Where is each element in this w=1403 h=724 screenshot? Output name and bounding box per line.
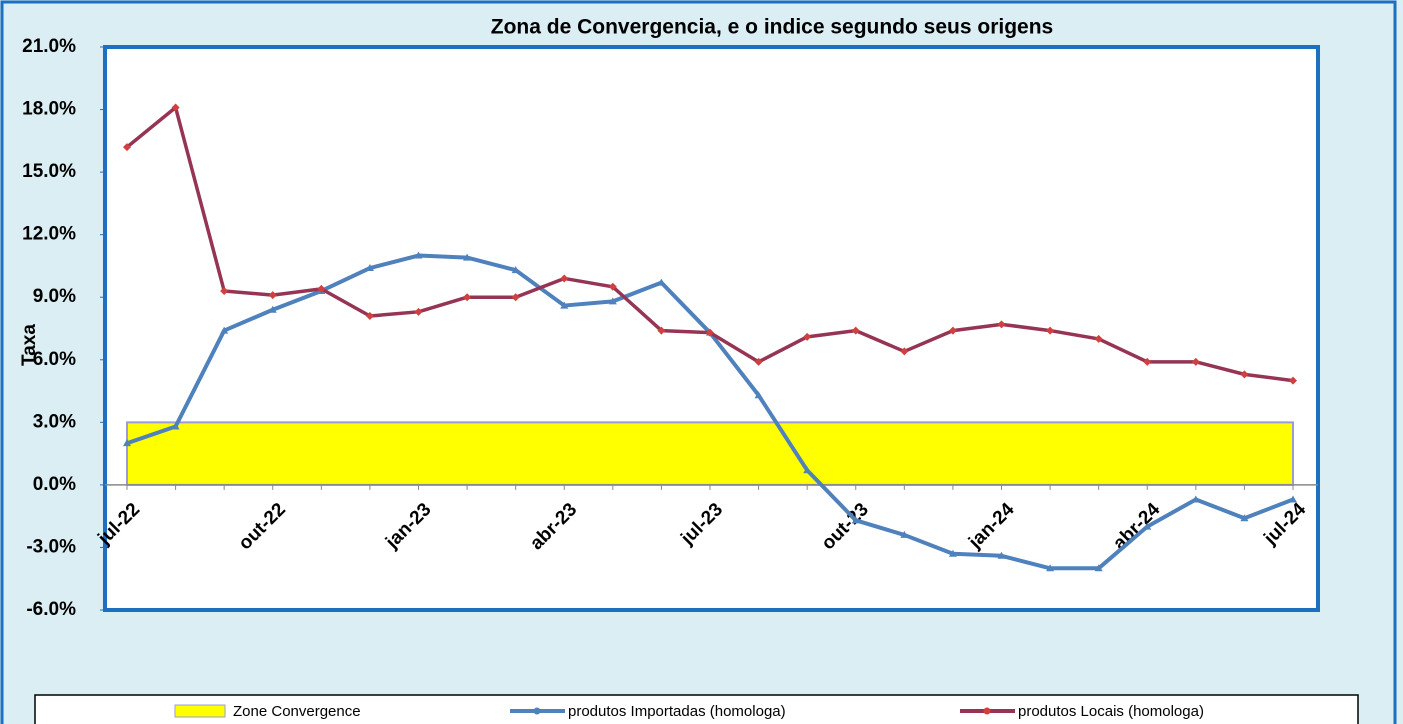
marker — [1240, 514, 1249, 522]
marker — [123, 143, 131, 152]
y-tick-label: 12.0% — [22, 224, 76, 245]
marker — [948, 326, 957, 335]
y-tick-label: 3.0% — [33, 411, 76, 432]
y-axis-label: Taxa — [19, 324, 40, 366]
marker — [463, 253, 472, 261]
y-tick-label: -3.0% — [26, 536, 76, 557]
marker — [1240, 370, 1249, 379]
marker — [900, 530, 909, 538]
marker — [1143, 522, 1152, 530]
legend-label: produtos Importadas (homologa) — [568, 703, 786, 720]
marker — [1191, 357, 1200, 366]
marker — [511, 293, 520, 302]
marker — [123, 439, 131, 447]
marker — [1289, 376, 1297, 385]
marker — [754, 391, 763, 399]
marker — [1094, 334, 1103, 343]
marker — [1143, 357, 1152, 366]
marker — [997, 551, 1006, 559]
y-tick-label: 15.0% — [22, 161, 76, 182]
marker — [560, 301, 569, 309]
y-tick-label: 18.0% — [22, 99, 76, 120]
legend-label: produtos Locais (homologa) — [1018, 703, 1204, 720]
marker — [1046, 564, 1055, 572]
marker — [608, 297, 617, 305]
marker — [1289, 495, 1297, 503]
marker — [948, 549, 957, 557]
marker — [1094, 564, 1103, 572]
marker — [657, 326, 666, 335]
marker — [900, 347, 909, 356]
y-tick-label: 6.0% — [33, 349, 76, 370]
legend-label: Zone Convergence — [233, 703, 361, 720]
marker — [365, 311, 374, 320]
marker — [754, 357, 763, 366]
marker — [608, 282, 617, 291]
marker — [511, 266, 520, 274]
chart-title: Zona de Convergencia, e o indice segundo… — [491, 16, 1053, 39]
marker — [171, 103, 180, 112]
marker — [317, 284, 326, 293]
legend-swatch — [174, 704, 226, 718]
marker — [803, 332, 812, 341]
marker — [657, 278, 666, 286]
marker — [851, 326, 860, 335]
plot-area — [103, 45, 1320, 612]
marker — [1191, 495, 1200, 503]
convergence-area — [126, 421, 1294, 486]
marker — [268, 305, 277, 313]
marker — [414, 251, 423, 259]
marker — [997, 320, 1006, 329]
marker — [268, 291, 277, 300]
marker — [1046, 326, 1055, 335]
marker — [365, 264, 374, 272]
marker — [414, 307, 423, 316]
legend — [34, 694, 1359, 724]
y-tick-label: 0.0% — [33, 474, 76, 495]
marker — [463, 293, 472, 302]
marker — [560, 274, 569, 283]
marker — [171, 422, 180, 430]
y-tick-label: -6.0% — [26, 599, 76, 620]
marker — [803, 466, 812, 474]
y-tick-label: 21.0% — [22, 36, 76, 57]
marker — [220, 286, 229, 295]
marker — [851, 516, 860, 524]
y-tick-label: 9.0% — [33, 286, 76, 307]
legend-marker — [533, 707, 541, 715]
marker — [220, 326, 229, 334]
legend-marker — [983, 707, 991, 715]
marker — [706, 328, 714, 337]
